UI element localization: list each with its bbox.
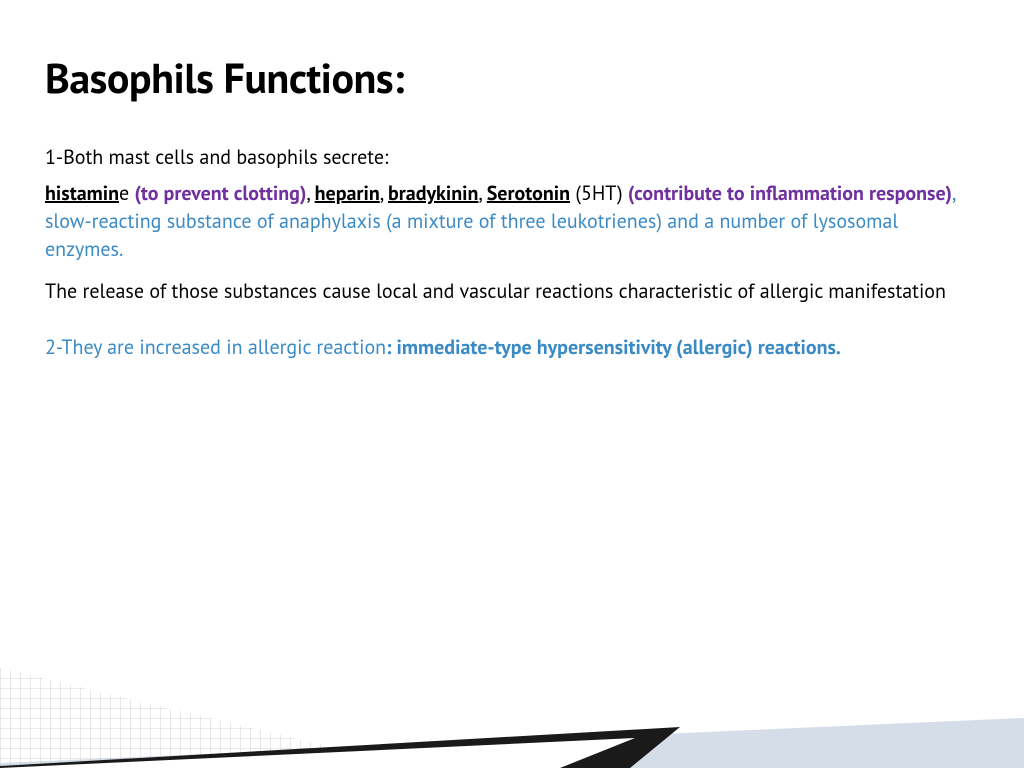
slide-decoration [0, 628, 1024, 768]
text-hypersensitivity: : immediate-type hypersensitivity (aller… [386, 334, 841, 360]
paragraph-allergic: 2-They are increased in allergic reactio… [45, 333, 979, 361]
text-comma1: , [306, 180, 314, 206]
text-5ht: (5HT) [570, 180, 628, 206]
text-prevent-clotting: (to prevent clotting) [135, 180, 307, 206]
text-e: e [119, 180, 135, 206]
content-body: 1-Both mast cells and basophils secrete:… [45, 143, 979, 361]
text-increased: 2-They are increased in allergic reactio… [45, 334, 386, 360]
text-comma2: , [380, 180, 388, 206]
paragraph-secretions: histamine (to prevent clotting), heparin… [45, 179, 979, 263]
text-contribute: (contribute to inflammation response) [628, 180, 952, 206]
paragraph-intro: 1-Both mast cells and basophils secrete: [45, 143, 979, 171]
slide-container: Basophils Functions: 1-Both mast cells a… [0, 0, 1024, 361]
text-comma3: , [478, 180, 486, 206]
paragraph-release: The release of those substances cause lo… [45, 277, 979, 305]
page-title: Basophils Functions: [45, 50, 979, 105]
term-heparin: heparin [315, 180, 380, 206]
term-serotonin: Serotonin [487, 180, 570, 206]
term-histamin: histamin [45, 180, 119, 206]
term-bradykinin: bradykinin [388, 180, 478, 206]
